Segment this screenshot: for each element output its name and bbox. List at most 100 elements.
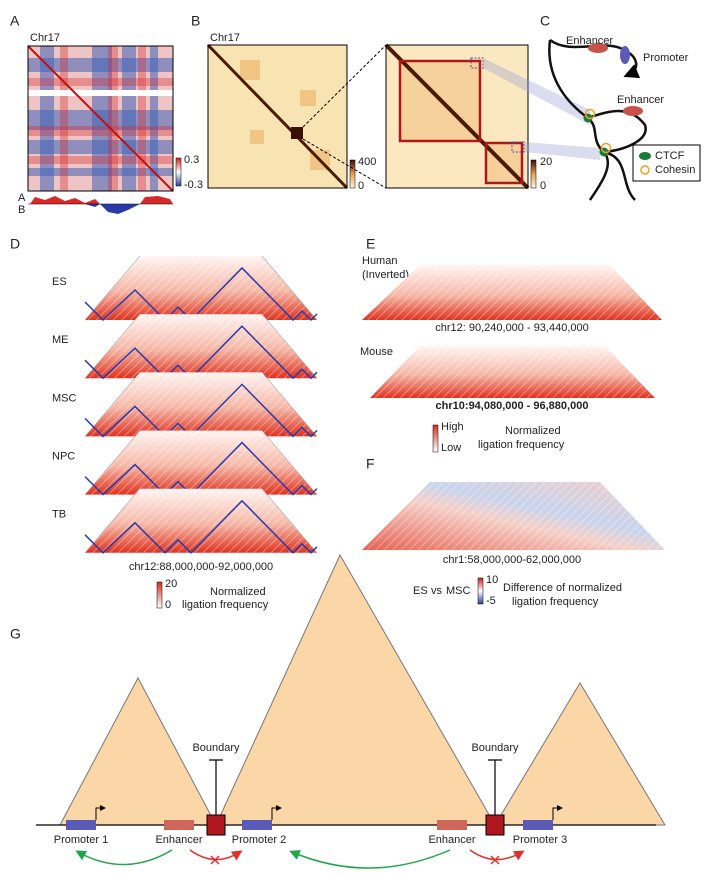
panel-letter: E — [366, 236, 375, 252]
enhancer — [588, 43, 608, 53]
panel-letter: D — [10, 236, 20, 252]
enhancer — [623, 106, 643, 116]
element-label: Enhancer — [566, 35, 613, 47]
comparison-label: ES — [413, 585, 428, 597]
sample-label: TB — [52, 509, 66, 521]
block-mark — [210, 855, 500, 865]
panel-letter: F — [366, 456, 375, 472]
tss-arrow — [552, 805, 563, 820]
interaction — [75, 849, 173, 866]
beam — [483, 58, 590, 125]
loop-anchor — [511, 141, 525, 153]
colorbar-label: 0.3 — [184, 154, 199, 166]
map-edge — [84, 488, 318, 553]
coordinates: chr12:88,000,000-92,000,000 — [129, 561, 273, 573]
compartment-a — [30, 196, 173, 204]
cohesin-key — [640, 165, 650, 175]
loop-anchor — [470, 57, 484, 69]
element-label: Enhancer — [617, 94, 664, 106]
compartment-band — [28, 156, 173, 164]
tad-outline — [84, 499, 318, 554]
promoter-label: Promoter 2 — [232, 834, 286, 846]
caption: ligation frequency — [478, 439, 565, 451]
comparison-label: MSC — [446, 585, 471, 597]
legend-label: Cohesin — [655, 164, 695, 176]
zoom-box — [291, 127, 303, 139]
heatmap-frame — [207, 44, 348, 189]
compartment-band — [60, 46, 68, 191]
masked-row — [28, 90, 173, 96]
tad-block — [240, 60, 260, 80]
colorbar — [156, 581, 163, 609]
compartment-band — [122, 46, 136, 191]
boundary-label: Boundary — [192, 742, 240, 754]
element-label: Promoter — [643, 52, 689, 64]
enhancer-label: Enhancer — [428, 834, 475, 846]
promoter — [66, 820, 96, 830]
promoter — [620, 46, 630, 64]
sample-label: MSC — [52, 392, 77, 404]
colorbar — [477, 577, 484, 605]
colorbar — [530, 159, 537, 189]
tad-outline — [398, 59, 482, 143]
ctcf-key — [639, 152, 651, 160]
compartment-band — [150, 46, 158, 191]
legend-box — [632, 144, 701, 182]
colorbar — [175, 157, 182, 187]
species-label: (Inverted) — [362, 269, 409, 281]
diagonal — [27, 45, 174, 192]
heatmap-frame — [385, 44, 529, 189]
colorbar-label: 0 — [358, 180, 364, 192]
enhancer-label: Enhancer — [155, 834, 202, 846]
map-edge — [84, 372, 318, 437]
contact-texture — [362, 265, 662, 320]
colorbar — [349, 159, 356, 189]
cohesin — [600, 142, 612, 154]
difference-texture — [362, 482, 665, 550]
contact-texture — [85, 430, 317, 495]
compartment-b — [85, 204, 140, 214]
colorbar-label: 10 — [486, 574, 498, 586]
tad-outline — [484, 141, 524, 185]
compartment-band — [138, 46, 146, 191]
contact-texture — [85, 314, 317, 379]
compartment-band — [108, 46, 118, 191]
panel-letter: B — [191, 13, 200, 29]
caption: ligation frequency — [512, 596, 599, 608]
species-label: Mouse — [360, 346, 393, 358]
level-label: High — [441, 421, 464, 433]
blocked-interaction — [189, 849, 243, 861]
promoter-label: Promoter 3 — [513, 834, 567, 846]
chromatin — [587, 109, 647, 154]
caption: Normalized — [505, 425, 561, 437]
diagonal — [206, 43, 349, 190]
cohesin — [584, 108, 596, 120]
chromosome-label: Chr17 — [210, 32, 240, 44]
boundary-label: Boundary — [471, 742, 519, 754]
colorbar-label: -0.3 — [184, 179, 203, 191]
enhancer — [164, 820, 194, 830]
panel-letter: A — [10, 13, 20, 29]
map-edge — [84, 430, 318, 495]
promoter — [242, 820, 272, 830]
panel-letter: G — [10, 626, 21, 642]
interaction — [289, 849, 451, 869]
tss-arrow — [271, 805, 282, 820]
chromosome-label: Chr17 — [30, 32, 60, 44]
compartment-band — [28, 110, 173, 130]
species-label: Human — [362, 255, 397, 267]
level-label: Low — [441, 442, 461, 454]
map-edge — [84, 255, 318, 321]
sample-label: ME — [52, 334, 69, 346]
contact-texture — [85, 256, 317, 320]
coordinates: chr12: 90,240,000 - 93,440,000 — [435, 322, 589, 334]
colorbar-label: -5 — [486, 595, 496, 607]
beam — [524, 142, 600, 160]
coordinates: chr1:58,000,000-62,000,000 — [443, 554, 581, 566]
tad — [494, 682, 666, 826]
panel-letter: C — [540, 13, 550, 29]
colorbar — [432, 424, 439, 453]
boundary-element — [206, 814, 226, 836]
coordinates: chr10:94,080,000 - 96,880,000 — [436, 400, 589, 412]
